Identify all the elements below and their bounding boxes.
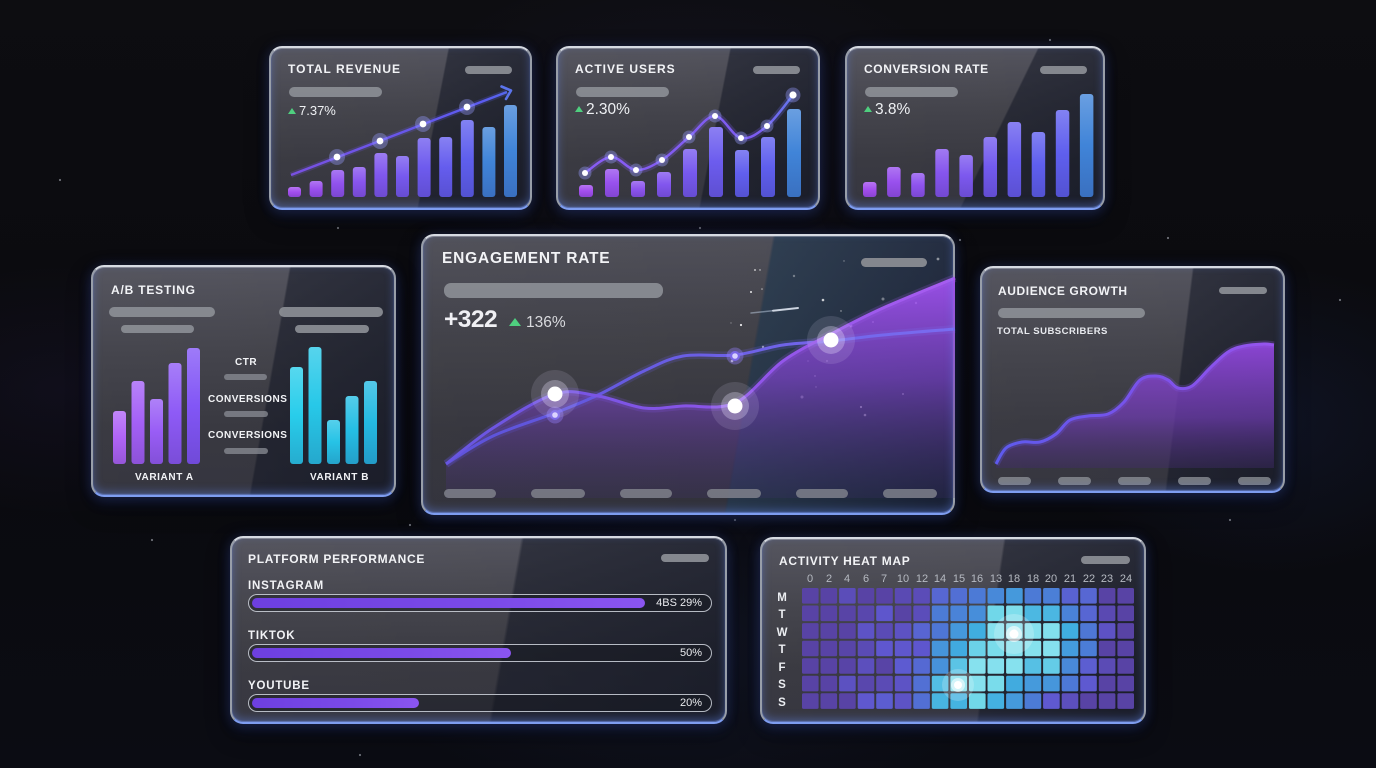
svg-text:S: S bbox=[778, 697, 786, 709]
svg-text:14: 14 bbox=[934, 573, 946, 585]
svg-text:7: 7 bbox=[881, 573, 887, 585]
svg-text:15: 15 bbox=[953, 573, 965, 585]
svg-text:16: 16 bbox=[971, 573, 983, 585]
svg-text:2: 2 bbox=[826, 573, 832, 585]
svg-text:22: 22 bbox=[1083, 573, 1095, 585]
svg-text:18: 18 bbox=[1008, 573, 1020, 585]
svg-text:12: 12 bbox=[916, 573, 928, 585]
svg-text:M: M bbox=[777, 592, 787, 604]
svg-text:4: 4 bbox=[844, 573, 850, 585]
svg-text:21: 21 bbox=[1064, 573, 1076, 585]
svg-text:W: W bbox=[777, 627, 788, 639]
svg-text:23: 23 bbox=[1101, 573, 1113, 585]
svg-text:20: 20 bbox=[1045, 573, 1057, 585]
svg-text:6: 6 bbox=[863, 573, 869, 585]
svg-text:F: F bbox=[778, 662, 785, 674]
svg-text:T: T bbox=[778, 609, 785, 621]
svg-text:T: T bbox=[778, 644, 785, 656]
svg-text:13: 13 bbox=[990, 573, 1002, 585]
svg-text:10: 10 bbox=[897, 573, 909, 585]
svg-text:0: 0 bbox=[807, 573, 813, 585]
svg-text:S: S bbox=[778, 679, 786, 691]
svg-text:18: 18 bbox=[1027, 573, 1039, 585]
svg-text:24: 24 bbox=[1120, 573, 1132, 585]
